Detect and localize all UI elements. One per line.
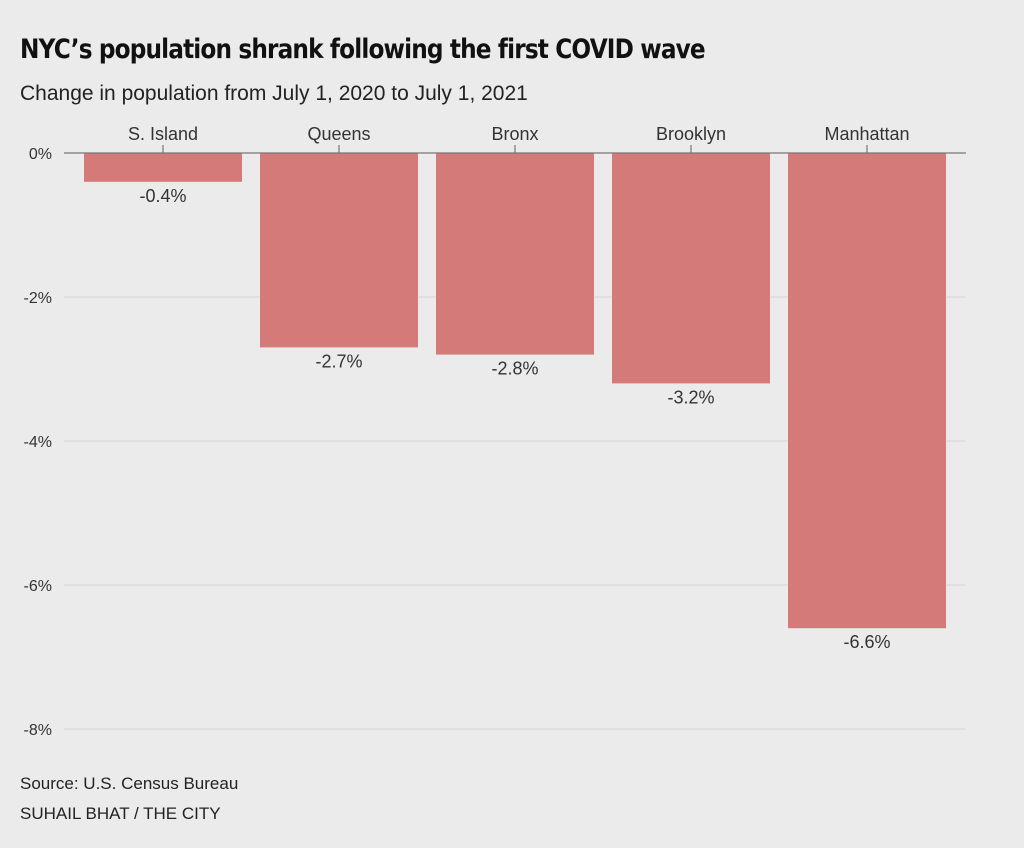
category-label: Manhattan: [824, 124, 909, 144]
bar-value-label: -6.6%: [843, 632, 890, 652]
bar: [788, 153, 946, 629]
bar: [436, 153, 594, 355]
bar-value-label: -3.2%: [667, 387, 714, 407]
bar: [260, 153, 418, 348]
bar: [84, 153, 242, 182]
bar-value-label: -0.4%: [139, 186, 186, 206]
chart-subtitle: Change in population from July 1, 2020 t…: [20, 82, 528, 105]
source-note: Source: U.S. Census Bureau: [20, 774, 239, 793]
category-label: Brooklyn: [656, 124, 726, 144]
bar: [612, 153, 770, 384]
y-tick-label: -2%: [24, 290, 52, 307]
bar-value-label: -2.7%: [315, 351, 362, 371]
chart-title: NYC’s population shrank following the fi…: [20, 34, 706, 65]
y-tick-label: -8%: [24, 722, 52, 739]
y-tick-label: 0%: [29, 146, 52, 163]
credit-note: SUHAIL BHAT / THE CITY: [20, 804, 221, 823]
bar-chart: 0% -2% -4% -6% -8% S. Island Queens Bronx Brookl…: [24, 124, 966, 739]
y-tick-label: -6%: [24, 578, 52, 595]
category-label: Queens: [307, 124, 370, 144]
bar-value-label: -2.8%: [491, 359, 538, 379]
category-label: Bronx: [491, 124, 538, 144]
y-tick-label: -4%: [24, 434, 52, 451]
category-label: S. Island: [128, 124, 198, 144]
